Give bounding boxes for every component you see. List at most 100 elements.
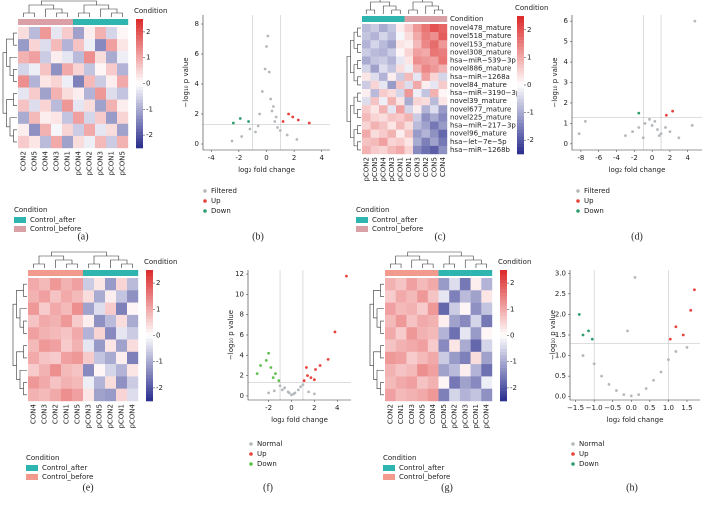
condition-bar [39,270,51,276]
heatmap-cell [481,327,493,340]
heatmap-cell [40,27,52,40]
heatmap-cell [73,111,85,124]
heatmap-cell [95,135,107,149]
heatmap-cell [40,87,52,100]
colorbar-step [517,136,524,141]
legend-label: Control_after [30,216,75,224]
heatmap-cell [51,87,63,100]
colorbar-step [517,98,524,103]
y-tick-label: 0 [195,140,199,148]
heatmap-cell [39,290,51,303]
heatmap-cell [95,111,107,124]
heatmap-cell [449,327,461,340]
point [643,122,647,125]
colorbar-step [146,371,153,376]
legend-label: Up [579,450,589,458]
point [590,337,594,341]
heatmap-cell [116,302,128,316]
colorbar-step [500,296,507,300]
heatmap-cell [421,137,431,147]
column-label: CON5 [418,404,426,424]
heatmap-cell [117,75,129,88]
colorbar-step [136,77,143,81]
colorbar-step [517,143,524,148]
point [677,136,681,140]
point [276,126,279,129]
point [265,45,268,48]
point [648,117,651,121]
heatmap-cell [406,327,418,340]
heatmap-cell [421,113,431,122]
column-dendrogram [407,251,462,256]
colorbar-step [136,99,143,104]
heatmap-cell [95,75,107,88]
heatmap-cell [438,290,450,303]
heatmap-cell [430,24,439,33]
heatmap-cell [481,376,493,389]
colorbar-step [136,83,143,88]
heatmap-cell [28,314,40,328]
heatmap-cell [404,80,414,90]
legend-label: Control_before [399,473,450,481]
heatmap-cell [379,145,388,155]
heatmap-cell [61,302,73,316]
heatmap-cell [117,51,129,64]
colorbar-step [517,150,524,155]
colorbar-step [146,368,153,372]
heatmap-cell [105,290,117,303]
heatmap-cell [84,63,96,76]
heatmap-cell [413,24,422,33]
heatmap-cell [62,87,74,100]
heatmap-cell [404,105,414,114]
heatmap-cell [379,24,388,33]
column-label: CON5 [74,404,82,424]
heatmap-cell [417,290,428,303]
heatmap-cell [421,32,431,41]
heatmap-cell [362,129,371,138]
colorbar-step [517,53,524,58]
heatmap-cell [362,145,371,155]
column-label: CON2 [20,151,28,171]
column-dendrogram [111,12,123,17]
heatmap-cell [40,135,52,149]
heatmap-cell [430,97,439,106]
point [641,136,645,140]
heatmap-cell [387,48,397,57]
heatmap-cell [95,51,107,64]
heatmap-cell [362,80,371,90]
row-dendrogram [357,109,361,118]
point [274,115,278,119]
heatmap-cell [72,290,84,303]
heatmap-cell [438,97,448,106]
heatmap-cell [481,314,493,328]
colorbar-step [136,106,143,110]
condition-bar [449,270,461,276]
heatmap-cell [61,314,73,328]
colorbar-step [500,279,507,284]
y-axis-label: −log₁₀ p value [182,57,190,107]
heatmap-cell [62,123,74,137]
heatmap-cell [413,97,422,106]
heatmap-cell [396,137,405,147]
colorbar-title: Condition [144,258,177,266]
colorbar-step [136,28,143,33]
heatmap-cell [430,137,439,147]
heatmap-cell [39,376,51,389]
panel-label: (f) [263,482,273,493]
y-tick-label: 2 [240,372,244,380]
heatmap-cell [18,87,30,100]
row-label: novel478_mature [450,24,511,32]
condition-bar [387,16,397,22]
colorbar-step [136,19,143,23]
heatmap-cell [40,63,52,76]
heatmap-cell [50,314,62,328]
heatmap-cell [459,376,471,389]
point [592,362,596,366]
column-dendrogram [475,263,487,268]
legend-label: Control_after [42,464,87,472]
colorbar-step [146,358,153,362]
legend-label: Control_after [372,216,417,224]
heatmap-cell [28,278,40,291]
heatmap-cell [406,302,418,316]
heatmap-cell [481,302,493,316]
